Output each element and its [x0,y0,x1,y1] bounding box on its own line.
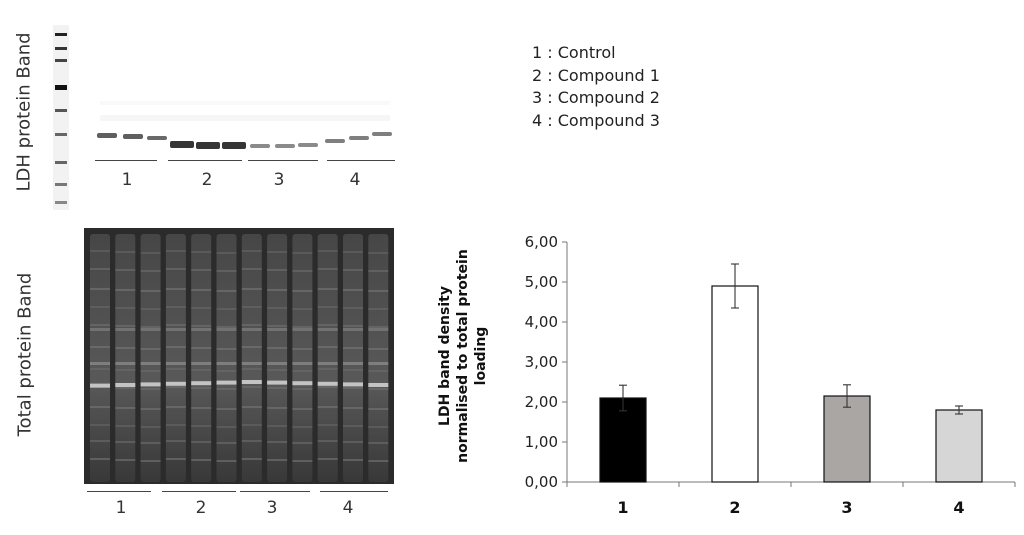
total-protein-gel-image [84,228,394,484]
y-tick-label: 5,00 [525,273,558,291]
ldh-lane-1: 1 [121,170,133,190]
total-lane-line-3 [240,491,310,492]
ldh-lane-line-4 [327,160,395,161]
ldh-lane-3: 3 [273,170,285,190]
y-tick-label: 6,00 [525,233,558,251]
x-tick-label: 2 [729,498,740,517]
ldh-lane-2: 2 [201,170,213,190]
error-bar-4 [955,405,963,415]
total-lane-2: 2 [195,498,207,518]
bar-3 [823,395,871,483]
ldh-lane-line-1 [95,160,157,161]
ldh-lane-line-2 [168,160,242,161]
y-tick-label: 4,00 [525,313,558,331]
y-tick-label: 3,00 [525,353,558,371]
bar-4 [935,409,983,483]
y-tick-label: 1,00 [525,433,558,451]
bar-2 [711,285,759,483]
total-band-label: Total protein Band [14,272,36,437]
total-lane-line-2 [162,491,236,492]
ldh-lane-line-3 [248,160,318,161]
total-lane-3: 3 [266,498,278,518]
ldh-density-bar-chart: 0,00 1,00 2,00 3,00 4,00 5,00 6,00 1 2 3 4 [525,233,1016,517]
legend: 1 : Control 2 : Compound 1 3 : Compound … [532,42,660,132]
x-tick-label: 4 [953,498,964,517]
total-lane-4: 4 [342,498,354,518]
ldh-band-label: LDH protein Band [13,32,35,192]
y-tick-label: 2,00 [525,393,558,411]
error-bar-3 [843,384,851,408]
x-tick-label: 1 [617,498,628,517]
error-bar-1 [619,384,627,412]
x-tick-label: 3 [841,498,852,517]
legend-item-1: 1 : Control [532,43,616,62]
ldh-blot-image [45,5,395,215]
ldh-lane-4: 4 [349,170,361,190]
error-bar-2 [731,263,739,309]
y-tick-label: 0,00 [525,473,558,491]
legend-item-4: 4 : Compound 3 [532,110,660,130]
total-lane-1: 1 [115,498,127,518]
total-lane-line-4 [320,491,388,492]
legend-item-2: 2 : Compound 1 [532,65,660,85]
legend-item-3: 3 : Compound 2 [532,88,660,107]
total-lane-line-1 [87,491,151,492]
